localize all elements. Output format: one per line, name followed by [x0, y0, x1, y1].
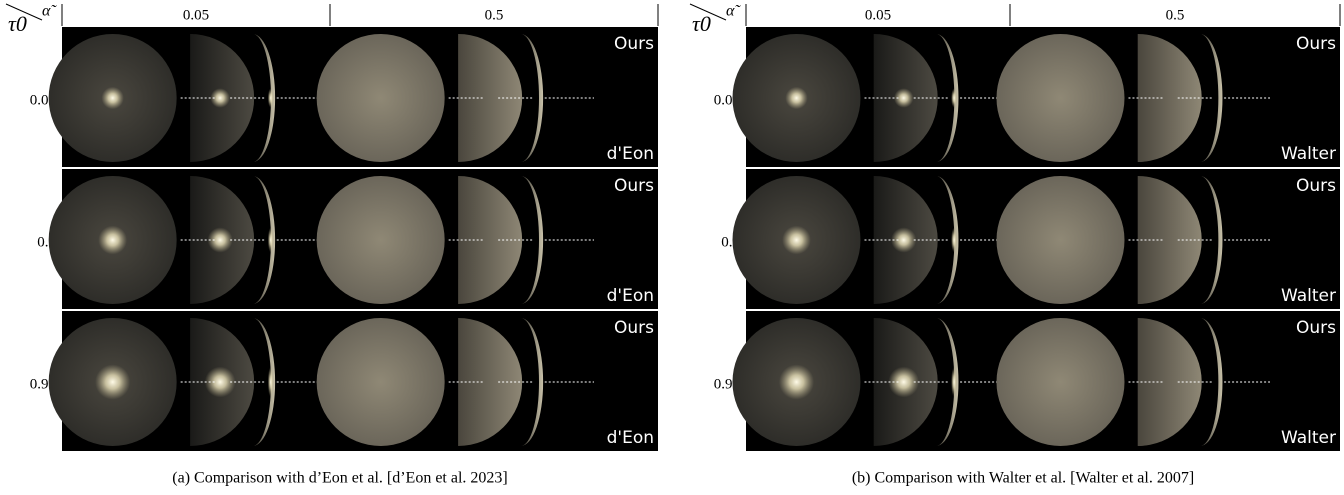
caption: (b) Comparison with Walter et al. [Walte… [852, 470, 1194, 487]
method-label-bottom: d'Eon [607, 144, 654, 164]
crescent [1200, 318, 1223, 446]
half-sphere [1137, 176, 1202, 304]
sphere [996, 318, 1125, 446]
crescent [252, 34, 276, 162]
method-label-bottom: d'Eon [607, 428, 654, 448]
method-label-top: Ours [1296, 318, 1336, 338]
method-label-top: Ours [614, 176, 654, 196]
crescent [252, 318, 276, 446]
sphere [316, 318, 445, 446]
column-label: 0.05 [865, 7, 891, 23]
column-label: 0.5 [485, 7, 504, 23]
column-label: 0.05 [183, 7, 209, 23]
half-sphere [458, 318, 523, 446]
sphere [996, 176, 1125, 304]
corner-diagonal [689, 3, 727, 21]
highlight [267, 227, 274, 253]
highlight [95, 364, 131, 400]
crescent [520, 34, 544, 162]
highlight [267, 88, 274, 108]
crescent [936, 318, 959, 446]
method-label-top: Ours [614, 318, 654, 338]
method-label-top: Ours [1296, 176, 1336, 196]
corner-row: τ0 [692, 11, 711, 36]
highlight [210, 88, 230, 108]
highlight [951, 227, 958, 253]
half-sphere [1137, 318, 1202, 446]
half-sphere [458, 34, 523, 162]
highlight [893, 88, 914, 108]
corner-col: α̃ [42, 3, 57, 20]
highlight [98, 225, 128, 255]
method-label-bottom: Walter [1281, 144, 1336, 164]
method-label-top: Ours [614, 34, 654, 54]
highlight [782, 225, 811, 255]
sphere [316, 176, 445, 304]
half-sphere [1137, 34, 1202, 162]
column-label: 0.5 [1166, 7, 1185, 23]
crescent [252, 176, 276, 304]
method-label-bottom: Walter [1281, 428, 1336, 448]
highlight [778, 364, 815, 400]
method-label-top: Ours [1296, 34, 1336, 54]
highlight [891, 227, 917, 253]
highlight [267, 366, 274, 398]
crescent [520, 318, 544, 446]
sphere [996, 34, 1125, 162]
highlight [785, 86, 808, 110]
half-sphere [458, 176, 523, 304]
crescent [520, 176, 544, 304]
highlight [888, 366, 920, 398]
corner-row: τ0 [8, 11, 27, 36]
caption: (a) Comparison with d’Eon et al. [d’Eon … [172, 470, 507, 487]
highlight [951, 88, 958, 108]
highlight [101, 86, 124, 110]
crescent [1200, 176, 1223, 304]
highlight [204, 366, 236, 398]
crescent [936, 34, 959, 162]
method-label-bottom: d'Eon [607, 286, 654, 306]
sphere [316, 34, 445, 162]
method-label-bottom: Walter [1281, 286, 1336, 306]
corner-diagonal [5, 3, 43, 21]
highlight [951, 366, 958, 398]
crescent [1200, 34, 1223, 162]
highlight [207, 227, 233, 253]
crescent [936, 176, 959, 304]
corner-col: α̃ [726, 3, 741, 20]
